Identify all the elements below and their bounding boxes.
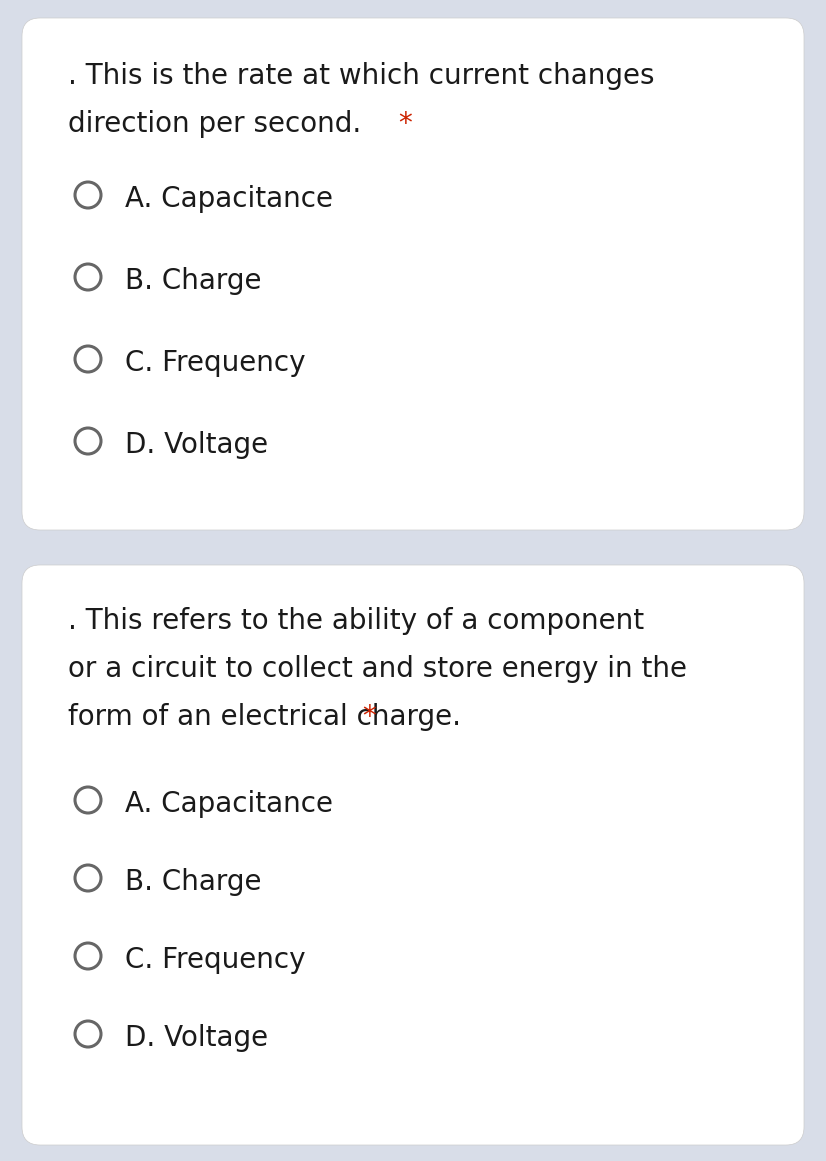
Text: C. Frequency: C. Frequency bbox=[125, 946, 306, 974]
Text: form of an electrical charge.: form of an electrical charge. bbox=[68, 704, 470, 731]
FancyBboxPatch shape bbox=[22, 565, 804, 1145]
Text: A. Capacitance: A. Capacitance bbox=[125, 789, 333, 819]
Text: direction per second.: direction per second. bbox=[68, 110, 370, 138]
Text: . This refers to the ability of a component: . This refers to the ability of a compon… bbox=[68, 607, 644, 635]
Text: D. Voltage: D. Voltage bbox=[125, 431, 268, 459]
Text: or a circuit to collect and store energy in the: or a circuit to collect and store energy… bbox=[68, 655, 687, 683]
Text: *: * bbox=[398, 110, 411, 138]
FancyBboxPatch shape bbox=[22, 19, 804, 531]
Text: B. Charge: B. Charge bbox=[125, 267, 262, 295]
Text: D. Voltage: D. Voltage bbox=[125, 1024, 268, 1052]
Text: B. Charge: B. Charge bbox=[125, 868, 262, 896]
Text: C. Frequency: C. Frequency bbox=[125, 349, 306, 377]
Text: *: * bbox=[362, 704, 376, 731]
Text: . This is the rate at which current changes: . This is the rate at which current chan… bbox=[68, 62, 654, 91]
Text: A. Capacitance: A. Capacitance bbox=[125, 185, 333, 212]
